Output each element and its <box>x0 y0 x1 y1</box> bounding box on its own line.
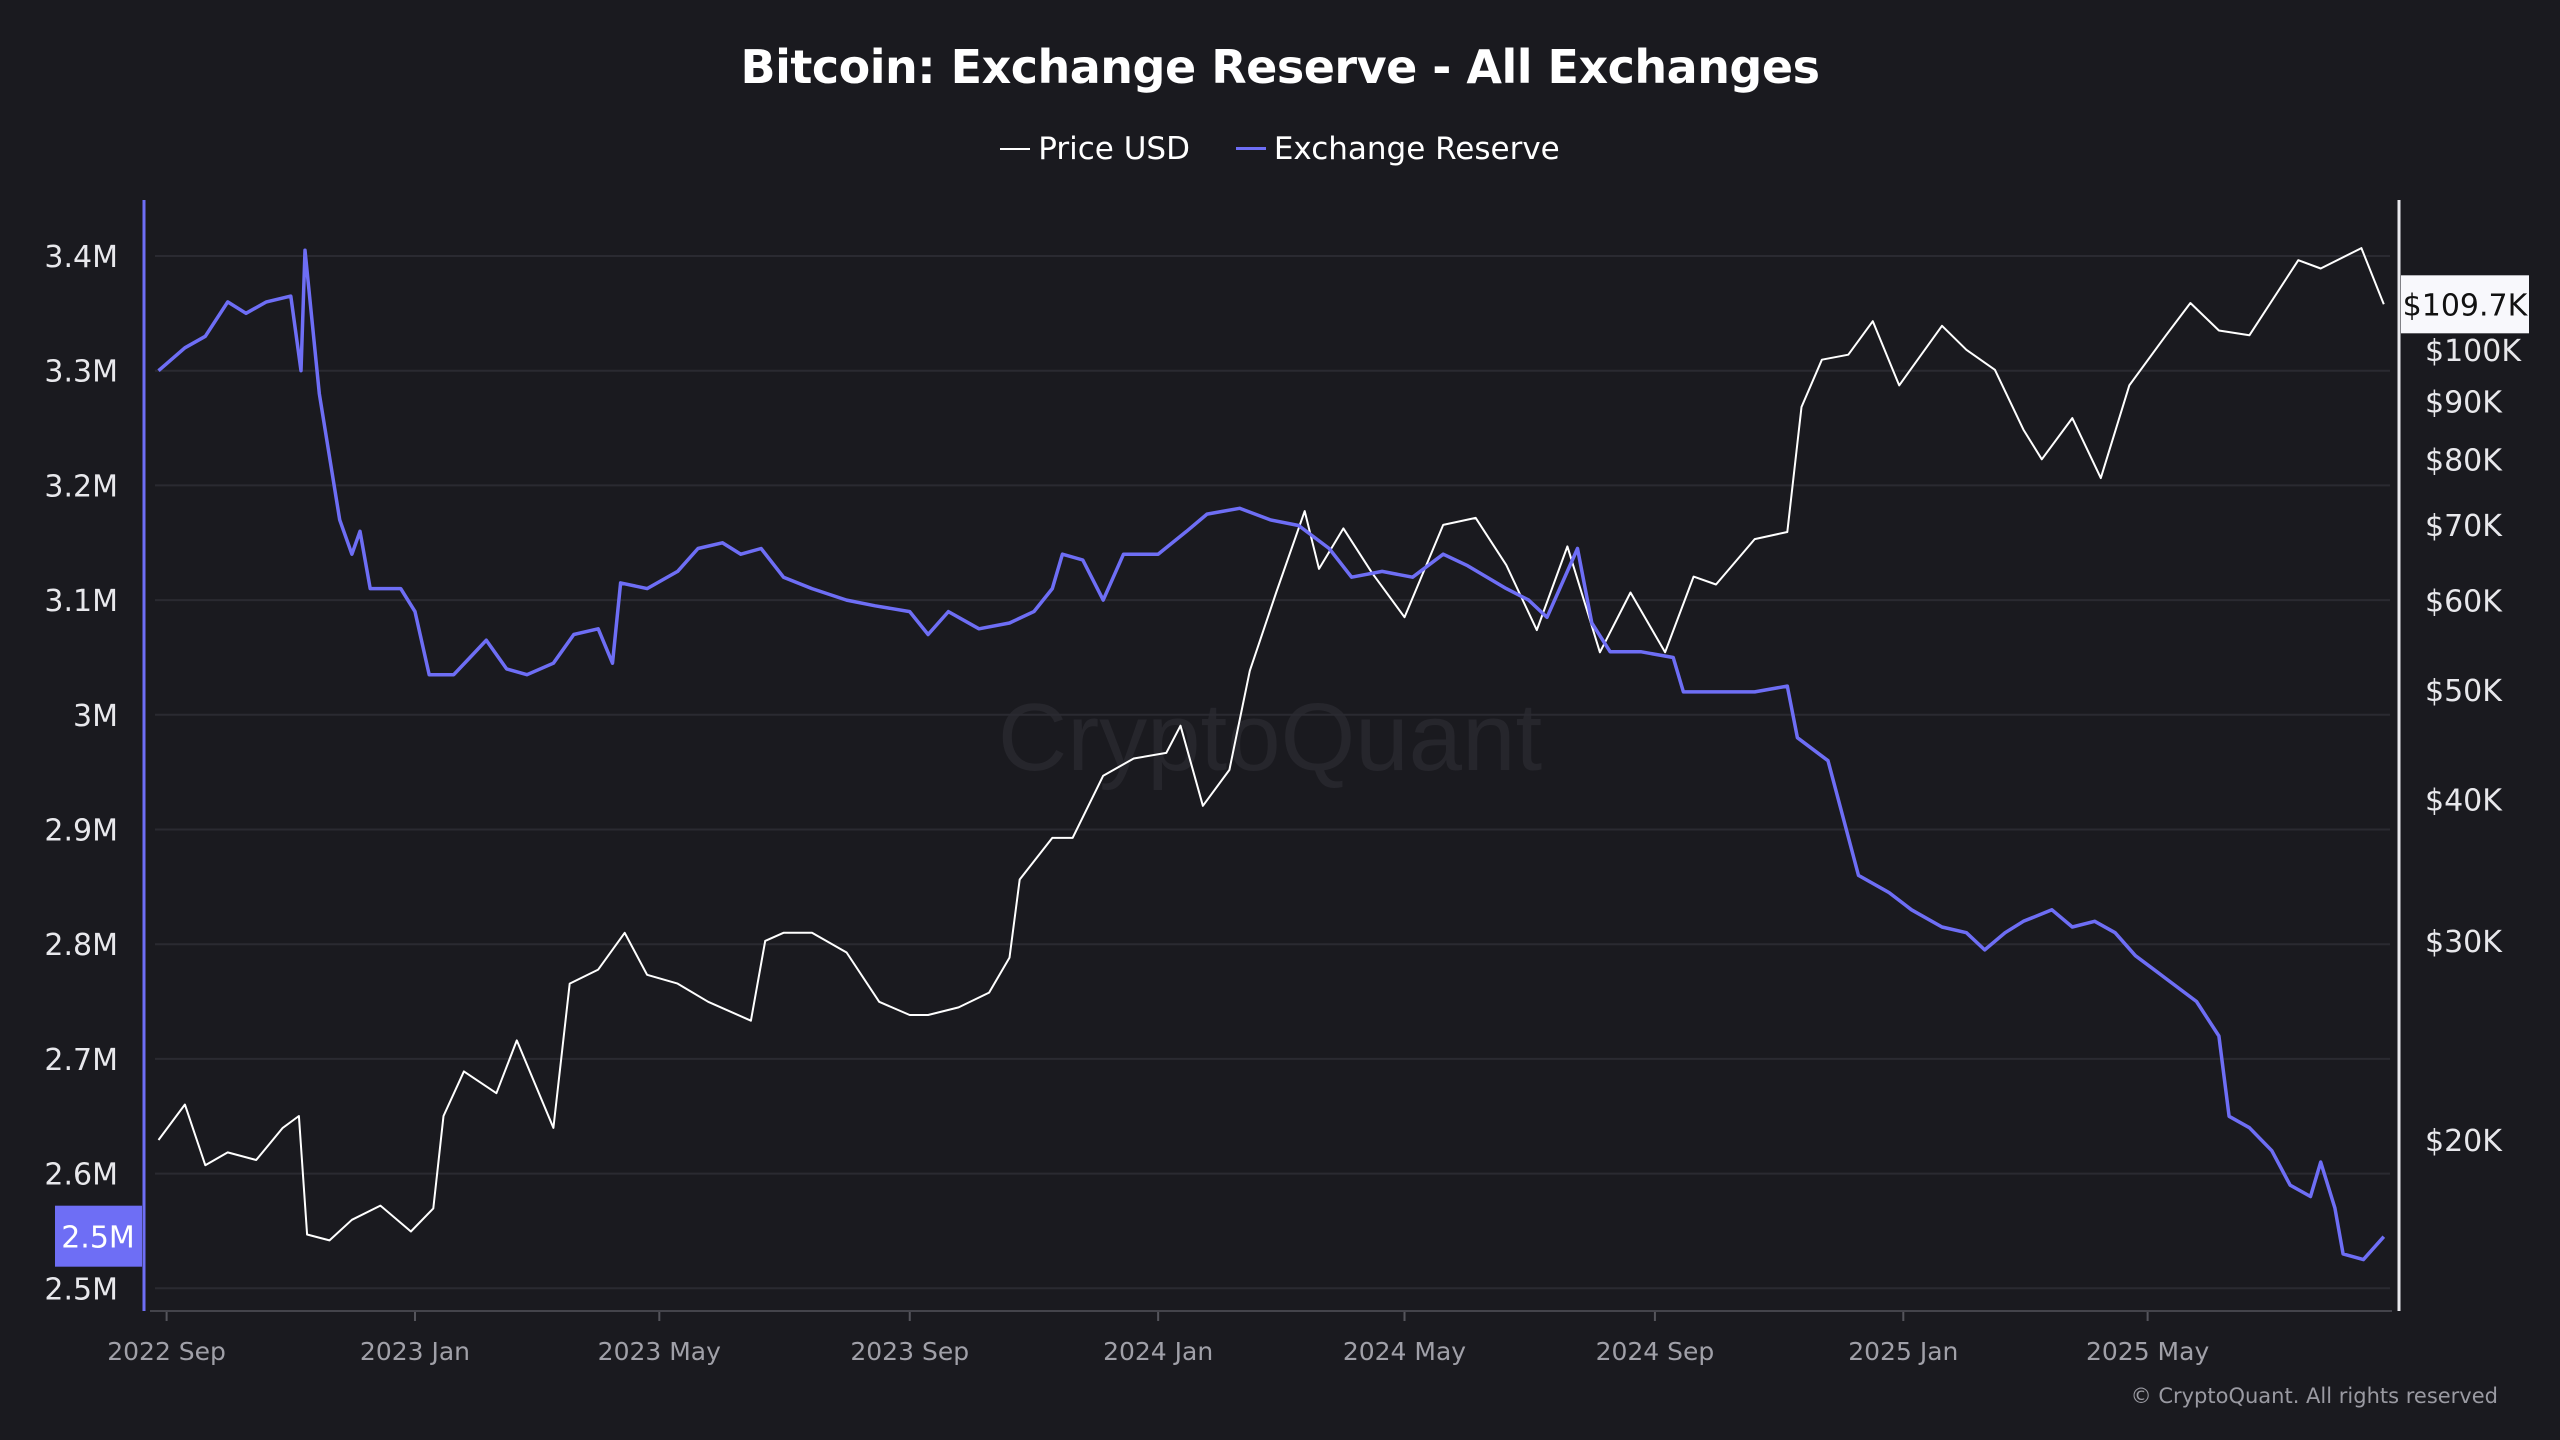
y-left-tick-label: 2.8M <box>44 928 118 963</box>
y-left-tick-label: 3.1M <box>44 584 118 619</box>
legend-label-price: Price USD <box>1038 131 1190 167</box>
price-current-label: $109.7K <box>2403 288 2529 323</box>
y-left-tick-label: 3M <box>73 699 118 734</box>
y-left-tick-label: 2.5M <box>44 1272 118 1307</box>
legend-swatch-reserve <box>1235 147 1266 150</box>
legend-swatch-price <box>1000 148 1031 150</box>
y-right-tick-label: $30K <box>2425 925 2503 960</box>
chart-title: Bitcoin: Exchange Reserve - All Exchange… <box>740 40 1820 94</box>
price-usd-line <box>157 247 2385 1242</box>
y-left-tick-label: 3.2M <box>44 469 118 504</box>
x-tick-label: 2023 Jan <box>360 1337 470 1366</box>
legend-item-price[interactable]: Price USD <box>1000 131 1190 167</box>
price-current-label-box <box>2401 275 2529 334</box>
y-right-tick-label: $50K <box>2425 674 2503 709</box>
x-tick-label: 2023 May <box>598 1337 721 1366</box>
y-right-tick-label: $100K <box>2425 334 2522 369</box>
y-left-tick-label: 2.9M <box>44 814 118 849</box>
legend-item-reserve[interactable]: Exchange Reserve <box>1235 130 1560 167</box>
x-tick-label: 2024 Sep <box>1596 1337 1715 1366</box>
x-tick-label: 2024 Jan <box>1103 1337 1213 1366</box>
y-right-tick-label: $20K <box>2425 1124 2503 1159</box>
x-tick-label: 2024 May <box>1343 1337 1466 1366</box>
y-left-tick-label: 2.6M <box>44 1158 118 1193</box>
y-left-tick-label: 2.7M <box>44 1043 118 1078</box>
legend: Price USD Exchange Reserve <box>0 122 2560 167</box>
y-right-tick-label: $60K <box>2425 585 2503 620</box>
x-tick-label: 2025 May <box>2086 1337 2209 1366</box>
exchange-reserve-line <box>157 248 2386 1262</box>
x-tick-label: 2022 Sep <box>107 1337 226 1366</box>
y-left-tick-label: 3.3M <box>44 355 118 390</box>
y-right-tick-label: $40K <box>2425 784 2503 819</box>
reserve-current-label: 2.5M <box>61 1221 135 1256</box>
x-tick-label: 2025 Jan <box>1848 1337 1958 1366</box>
y-right-tick-label: $70K <box>2425 509 2503 544</box>
legend-label-reserve: Exchange Reserve <box>1273 130 1560 167</box>
y-right-tick-label: $90K <box>2425 385 2503 420</box>
copyright: © CryptoQuant. All rights reserved <box>2130 1384 2498 1408</box>
y-right-tick-label: $80K <box>2425 443 2503 478</box>
watermark: CryptoQuant <box>998 684 1542 791</box>
y-left-tick-label: 3.4M <box>44 240 118 275</box>
reserve-current-label-box <box>55 1205 142 1267</box>
x-tick-label: 2023 Sep <box>850 1337 969 1366</box>
